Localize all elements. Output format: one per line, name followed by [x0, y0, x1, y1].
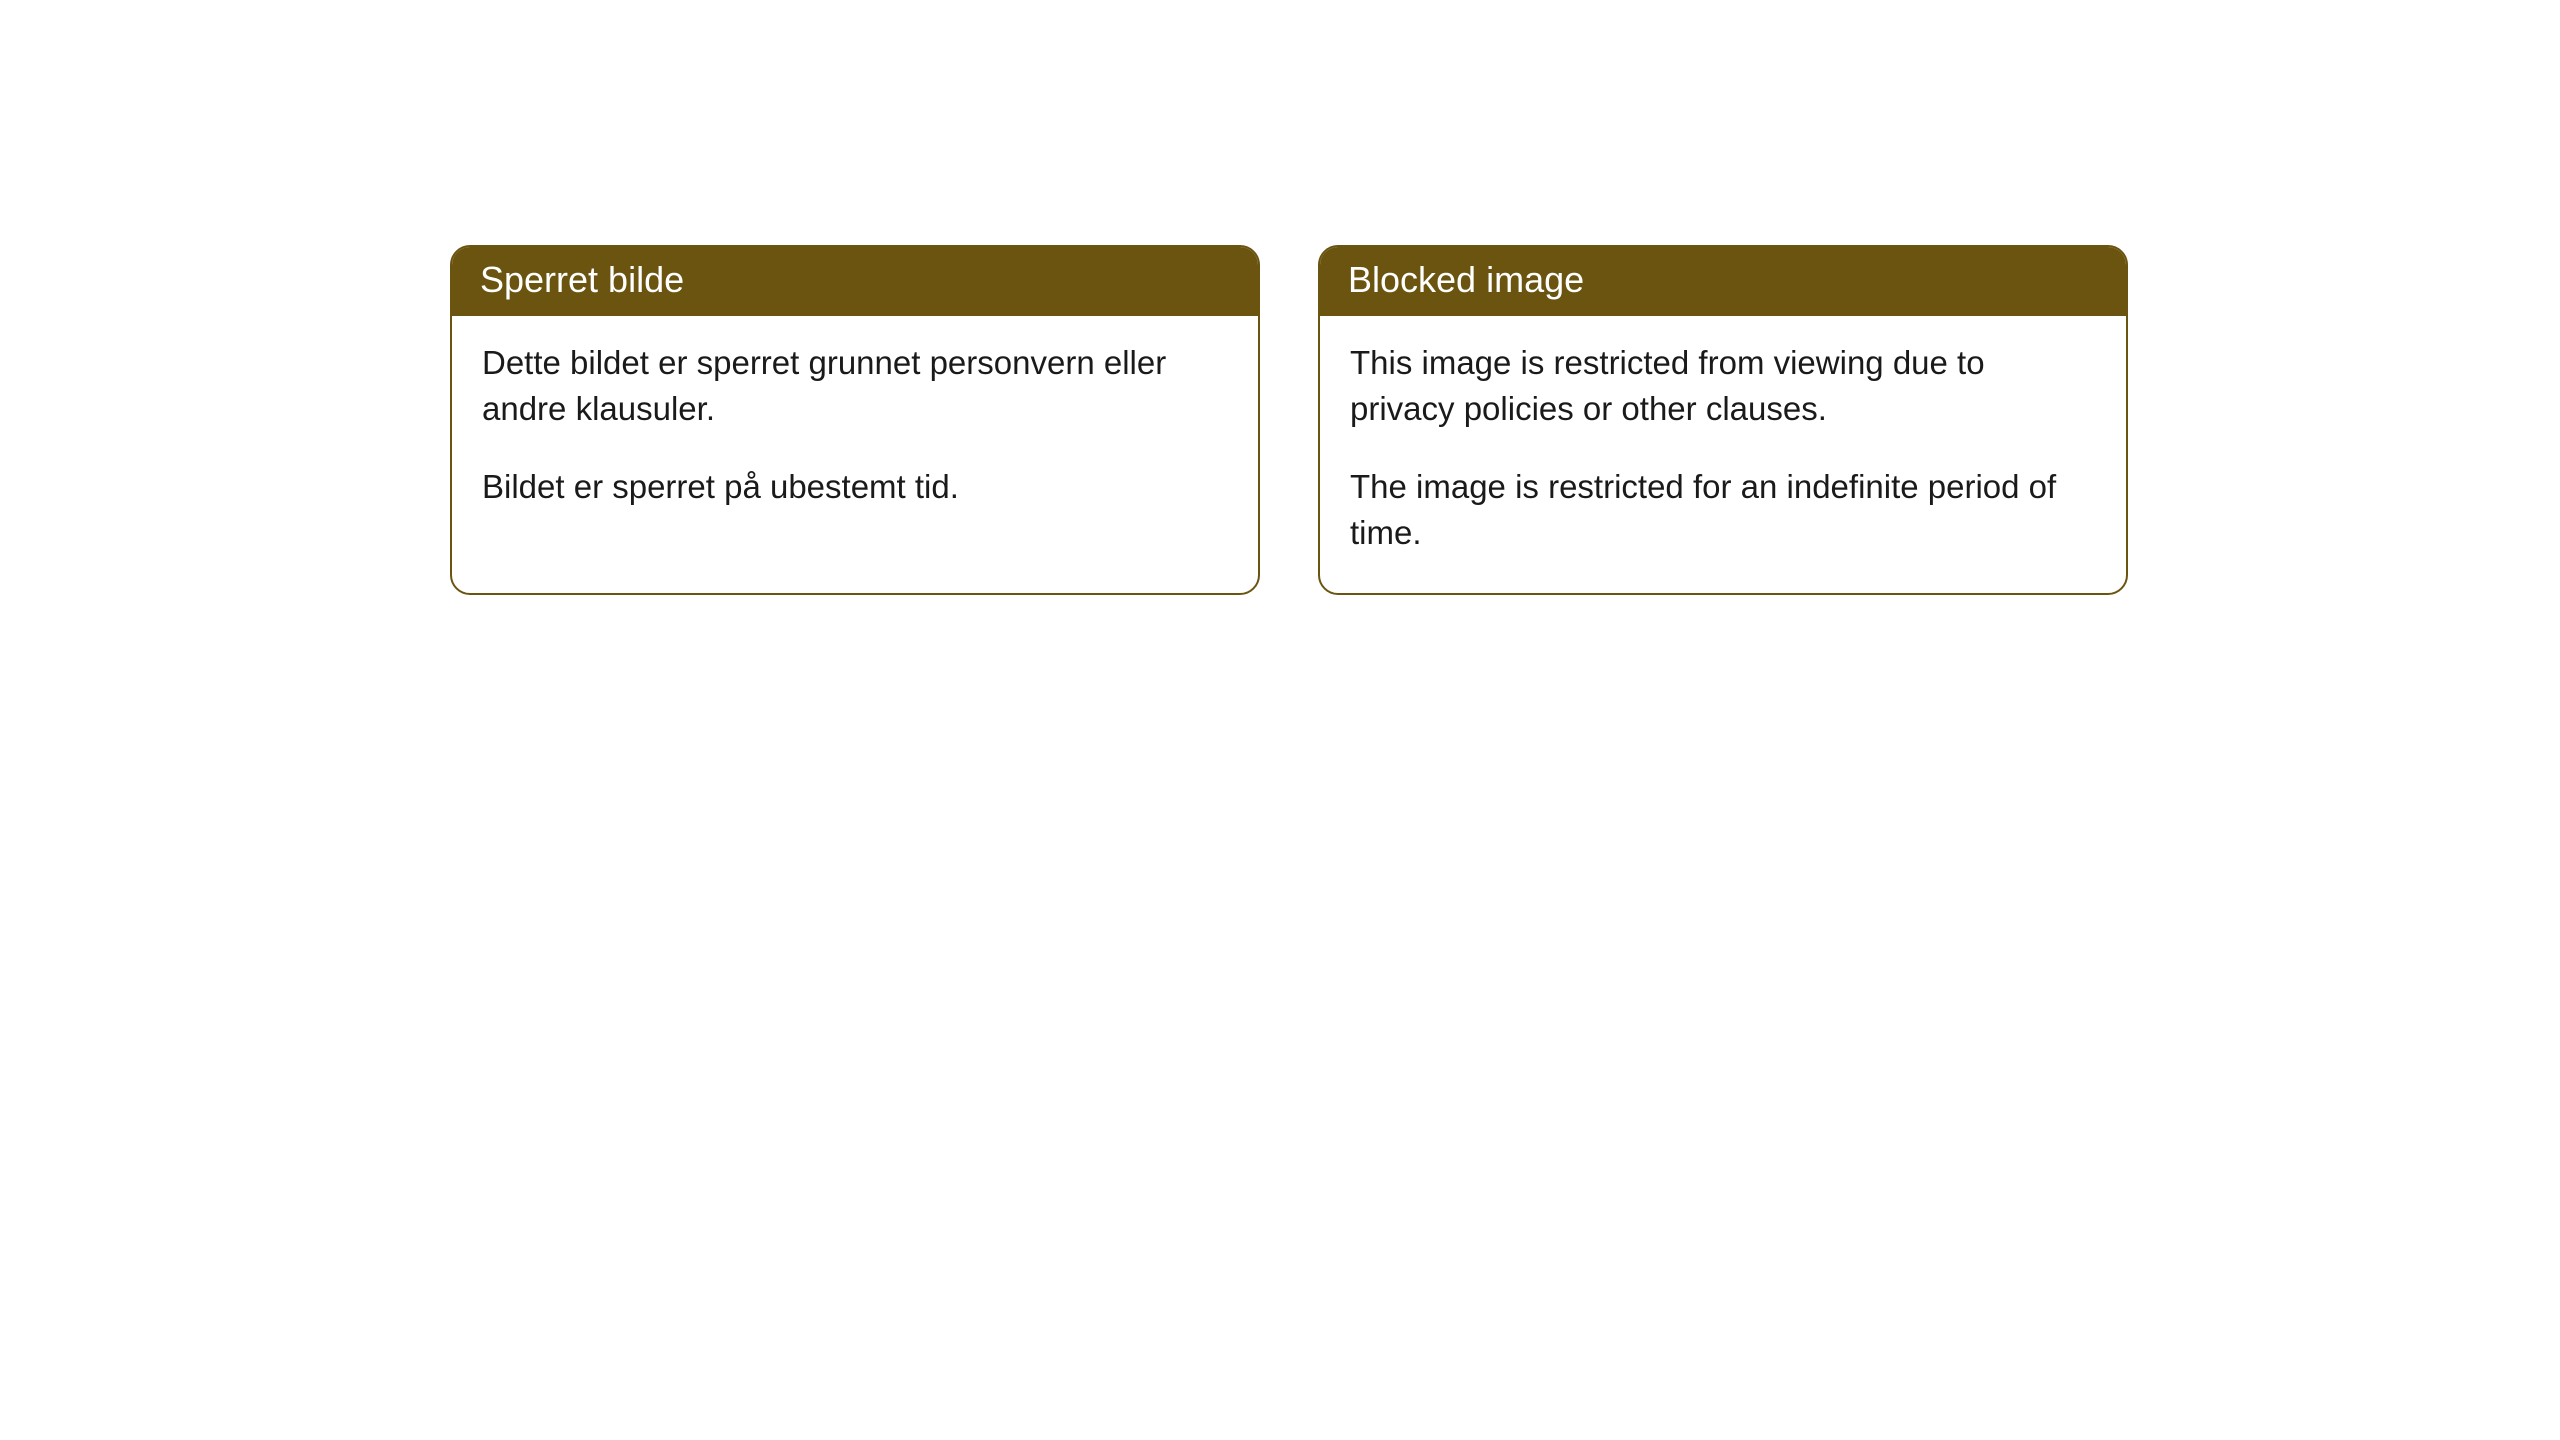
- notice-card-norwegian: Sperret bilde Dette bildet er sperret gr…: [450, 245, 1260, 595]
- card-paragraph: The image is restricted for an indefinit…: [1350, 464, 2096, 556]
- card-paragraph: Dette bildet er sperret grunnet personve…: [482, 340, 1228, 432]
- card-paragraph: This image is restricted from viewing du…: [1350, 340, 2096, 432]
- card-header: Blocked image: [1320, 247, 2126, 316]
- card-body: Dette bildet er sperret grunnet personve…: [452, 316, 1258, 593]
- card-header: Sperret bilde: [452, 247, 1258, 316]
- card-title: Sperret bilde: [480, 259, 684, 300]
- card-body: This image is restricted from viewing du…: [1320, 316, 2126, 593]
- card-title: Blocked image: [1348, 259, 1584, 300]
- notice-card-english: Blocked image This image is restricted f…: [1318, 245, 2128, 595]
- card-paragraph: Bildet er sperret på ubestemt tid.: [482, 464, 1228, 510]
- notice-cards-container: Sperret bilde Dette bildet er sperret gr…: [450, 245, 2128, 595]
